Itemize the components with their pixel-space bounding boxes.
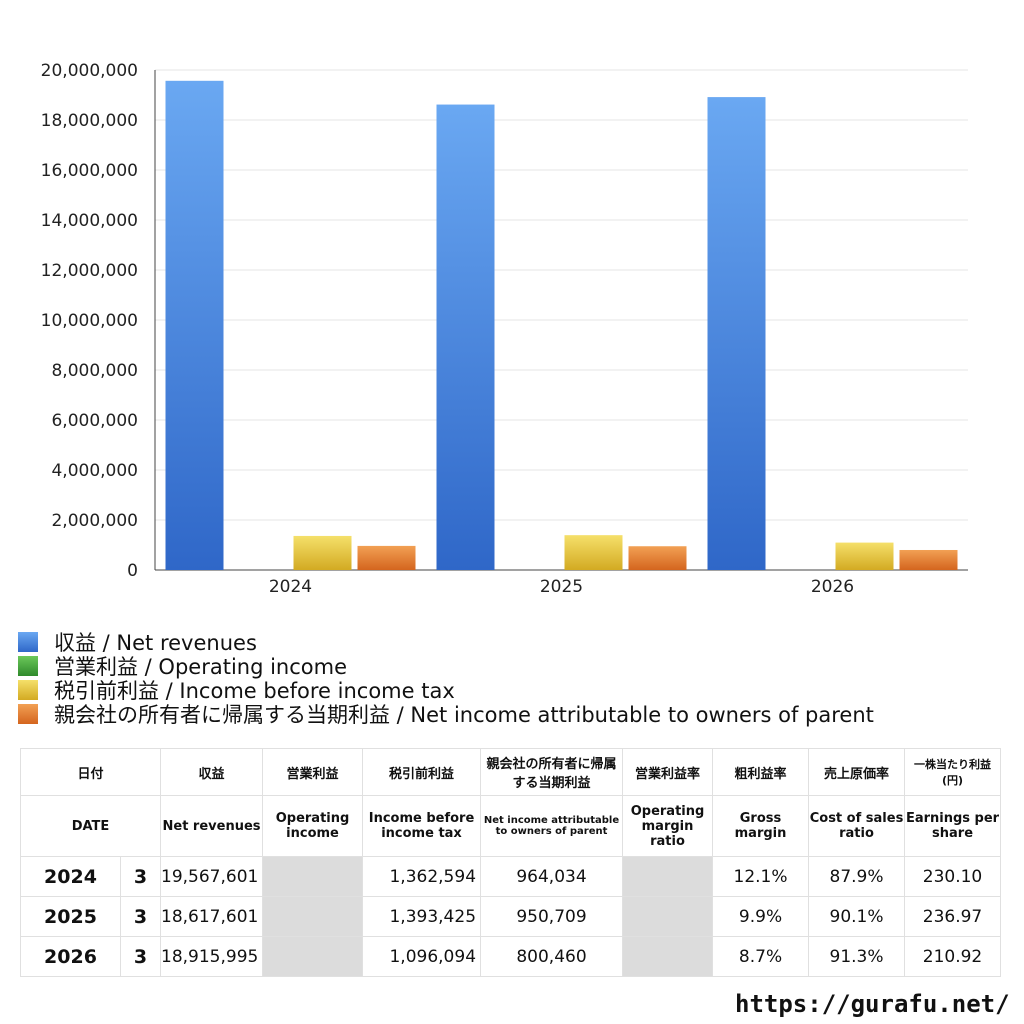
legend-swatch-net-income <box>18 704 38 724</box>
table-header-en: DATE Net revenues Operating income Incom… <box>19 795 1002 857</box>
bar-revenues-2025 <box>436 104 495 571</box>
y-tick-label: 20,000,000 <box>41 61 138 81</box>
y-tick-label: 4,000,000 <box>51 461 138 481</box>
cell-operating <box>262 896 364 937</box>
legend-label: 営業利益 / Operating income <box>54 655 348 679</box>
bar-net-income-2024 <box>357 545 416 570</box>
header-eps-en: Earnings per share <box>904 795 1002 857</box>
table-header-jp: 日付 収益 営業利益 税引前利益 親会社の所有者に帰属する当期利益 営業利益率 … <box>19 748 1002 796</box>
legend-swatch-pretax <box>18 680 38 700</box>
legend-label: 親会社の所有者に帰属する当期利益 / Net income attributab… <box>54 703 874 727</box>
bar-revenues-2026 <box>707 97 766 570</box>
header-pretax-en: Income before income tax <box>362 795 482 857</box>
y-tick-label: 8,000,000 <box>51 361 138 381</box>
table-row: 2025 3 18,617,601 1,393,425 950,709 9.9%… <box>20 896 1002 937</box>
cell-opmargin <box>622 896 714 937</box>
y-tick-label: 10,000,000 <box>41 311 138 331</box>
cell-month: 3 <box>119 896 162 937</box>
cell-gross: 12.1% <box>712 856 810 897</box>
x-tick-label: 2025 <box>540 577 583 597</box>
cell-revenue: 18,915,995 <box>160 936 264 977</box>
cell-year: 2025 <box>20 896 121 937</box>
cell-year: 2024 <box>20 856 121 897</box>
cell-month: 3 <box>119 936 162 977</box>
y-tick-label: 0 <box>127 561 138 581</box>
cell-eps: 230.10 <box>904 856 1002 897</box>
bar-revenues-2024 <box>165 80 224 571</box>
table-row: 2024 3 19,567,601 1,362,594 964,034 12.1… <box>20 856 1002 897</box>
y-tick-label: 14,000,000 <box>41 211 138 231</box>
cell-eps: 236.97 <box>904 896 1002 937</box>
cell-year: 2026 <box>20 936 121 977</box>
header-operating-en: Operating income <box>262 795 364 857</box>
header-gross-jp: 粗利益率 <box>712 748 810 796</box>
cell-cost: 91.3% <box>808 936 906 977</box>
legend-swatch-revenues <box>18 632 38 652</box>
legend-label: 税引前利益 / Income before income tax <box>54 679 455 703</box>
cell-pretax: 1,393,425 <box>362 896 482 937</box>
legend-item-pretax: 税引前利益 / Income before income tax <box>18 678 874 703</box>
cell-gross: 9.9% <box>712 896 810 937</box>
cell-cost: 87.9% <box>808 856 906 897</box>
cell-pretax: 1,362,594 <box>362 856 482 897</box>
legend-item-operating: 営業利益 / Operating income <box>18 654 874 679</box>
header-gross-en: Gross margin <box>712 795 810 857</box>
legend-item-net-income: 親会社の所有者に帰属する当期利益 / Net income attributab… <box>18 702 874 727</box>
bar-pretax-2025 <box>564 535 623 570</box>
cell-opmargin <box>622 856 714 897</box>
bar-net-income-2026 <box>899 549 958 570</box>
header-cost-jp: 売上原価率 <box>808 748 906 796</box>
y-tick-label: 12,000,000 <box>41 261 138 281</box>
header-net-en: Net income attributable to owners of par… <box>480 795 624 857</box>
cell-net: 800,460 <box>480 936 624 977</box>
header-eps-jp: 一株当たり利益 (円) <box>904 748 1002 796</box>
cell-gross: 8.7% <box>712 936 810 977</box>
header-pretax-jp: 税引前利益 <box>362 748 482 796</box>
legend-label: 収益 / Net revenues <box>54 631 257 655</box>
cell-opmargin <box>622 936 714 977</box>
cell-revenue: 18,617,601 <box>160 896 264 937</box>
header-revenue-jp: 収益 <box>160 748 264 796</box>
chart-legend: 収益 / Net revenues 営業利益 / Operating incom… <box>18 630 874 727</box>
x-tick-label: 2024 <box>269 577 312 597</box>
cell-cost: 90.1% <box>808 896 906 937</box>
y-tick-label: 16,000,000 <box>41 161 138 181</box>
header-cost-en: Cost of sales ratio <box>808 795 906 857</box>
cell-eps: 210.92 <box>904 936 1002 977</box>
header-opmargin-en: Operating margin ratio <box>622 795 714 857</box>
cell-revenue: 19,567,601 <box>160 856 264 897</box>
header-operating-jp: 営業利益 <box>262 748 364 796</box>
bar-pretax-2026 <box>835 542 894 570</box>
site-url[interactable]: https://gurafu.net/ <box>735 990 1010 1018</box>
legend-item-revenues: 収益 / Net revenues <box>18 630 874 655</box>
cell-pretax: 1,096,094 <box>362 936 482 977</box>
legend-swatch-operating <box>18 656 38 676</box>
bar-pretax-2024 <box>293 535 352 570</box>
cell-month: 3 <box>119 856 162 897</box>
header-opmargin-jp: 営業利益率 <box>622 748 714 796</box>
table-row: 2026 3 18,915,995 1,096,094 800,460 8.7%… <box>20 936 1002 977</box>
x-tick-label: 2026 <box>811 577 854 597</box>
cell-net: 964,034 <box>480 856 624 897</box>
bar-net-income-2025 <box>628 546 687 570</box>
cell-operating <box>262 856 364 897</box>
header-net-jp: 親会社の所有者に帰属する当期利益 <box>480 748 624 796</box>
header-date-jp: 日付 <box>19 748 162 796</box>
y-tick-label: 6,000,000 <box>51 411 138 431</box>
header-date-en: DATE <box>19 795 162 857</box>
cell-operating <box>262 936 364 977</box>
y-tick-label: 18,000,000 <box>41 111 138 131</box>
financial-table: 日付 収益 営業利益 税引前利益 親会社の所有者に帰属する当期利益 営業利益率 … <box>19 748 1002 977</box>
y-tick-label: 2,000,000 <box>51 511 138 531</box>
cell-net: 950,709 <box>480 896 624 937</box>
bar-chart: 0 2,000,000 4,000,000 6,000,000 8,000,000 10,… <box>41 61 968 597</box>
header-revenue-en: Net revenues <box>160 795 264 857</box>
